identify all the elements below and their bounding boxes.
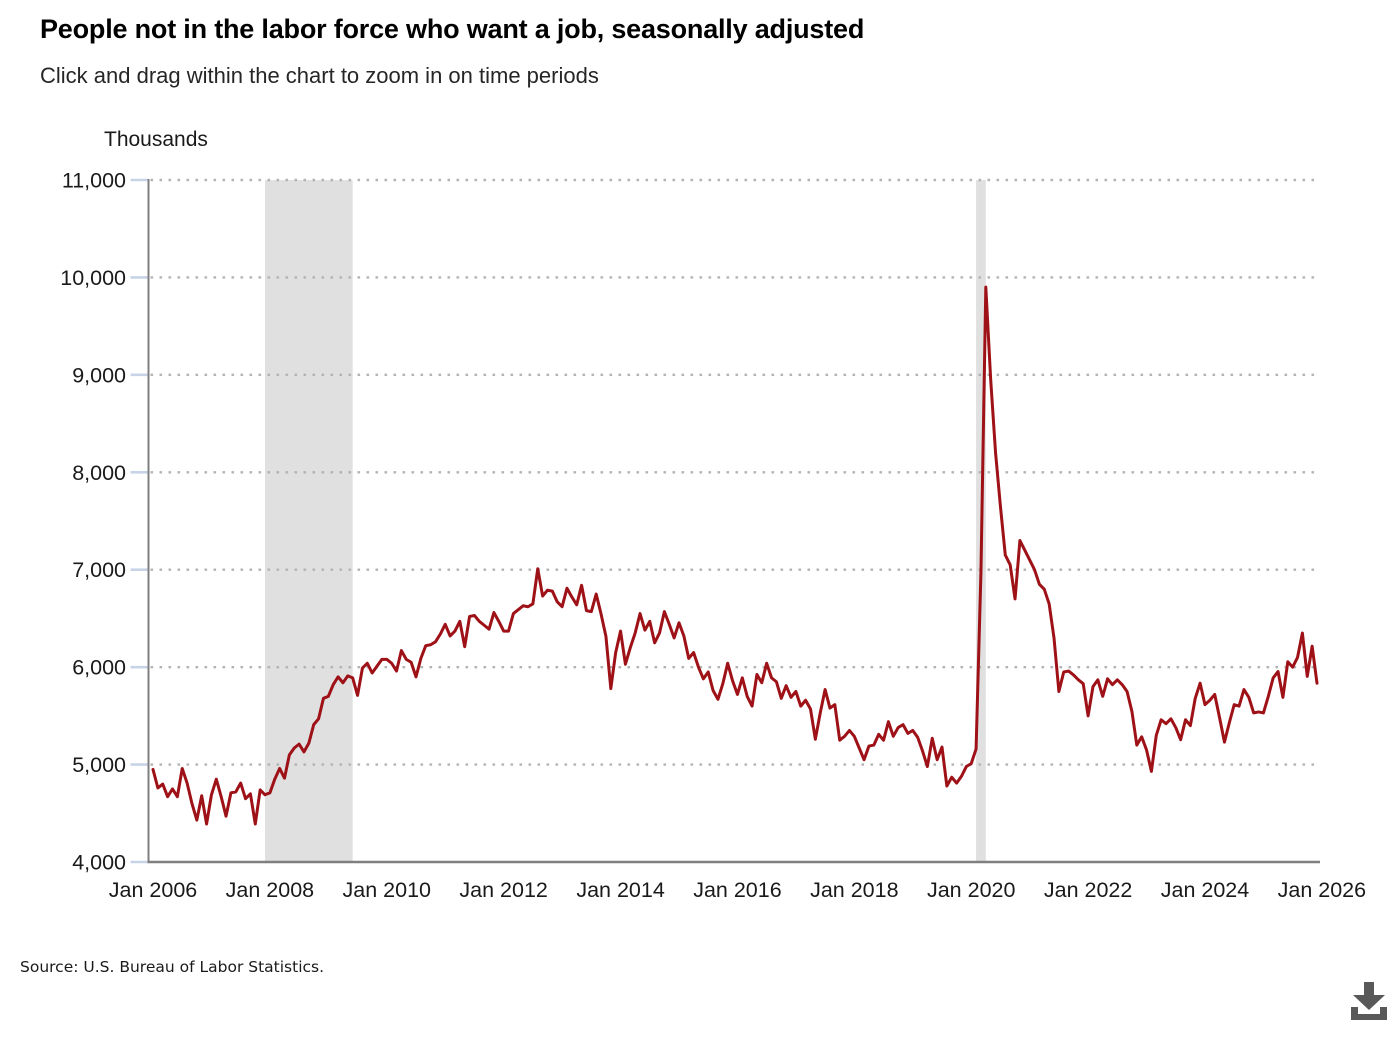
- y-axis-unit-label: Thousands: [104, 128, 208, 151]
- x-tick-label: Jan 2024: [1161, 878, 1250, 902]
- y-tick-label: 9,000: [72, 363, 126, 387]
- source-note: Source: U.S. Bureau of Labor Statistics.: [20, 958, 325, 976]
- data-line: [151, 285, 1319, 826]
- x-tick-label: Jan 2008: [226, 878, 315, 902]
- chart-plot-area[interactable]: 4,000 5,000 6,000 7,000 8,000 9,000 10,000 11,0…: [0, 0, 1400, 940]
- x-tick-label: Jan 2012: [459, 878, 547, 902]
- recession-band: [265, 180, 353, 862]
- chart-subtitle: Click and drag within the chart to zoom …: [40, 63, 599, 88]
- x-tick-label: Jan 2020: [927, 878, 1016, 902]
- x-tick-label: Jan 2010: [343, 878, 432, 902]
- y-tick-label: 5,000: [72, 753, 126, 777]
- x-tick-label: Jan 2006: [109, 878, 198, 902]
- x-tick-label: Jan 2018: [810, 878, 899, 902]
- y-tick-label: 7,000: [72, 558, 126, 582]
- x-tick-label: Jan 2016: [693, 878, 782, 902]
- y-tick-label: 4,000: [72, 851, 126, 875]
- y-tick-label: 10,000: [60, 266, 126, 290]
- page-title: People not in the labor force who want a…: [40, 14, 865, 44]
- y-tick-label: 8,000: [72, 461, 126, 485]
- x-tick-label: Jan 2022: [1044, 878, 1132, 902]
- x-tick-label: Jan 2026: [1278, 878, 1367, 902]
- y-tick-label: 6,000: [72, 656, 126, 680]
- y-tick-label: 11,000: [62, 169, 126, 193]
- download-button[interactable]: [1342, 976, 1396, 1030]
- x-tick-label: Jan 2014: [576, 878, 665, 902]
- download-icon: [1351, 982, 1387, 1020]
